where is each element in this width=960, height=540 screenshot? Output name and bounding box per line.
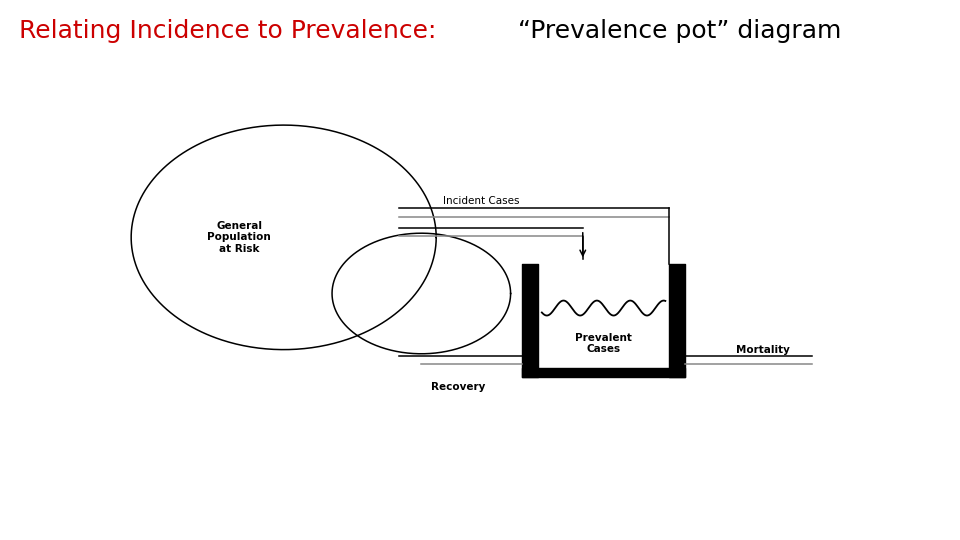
Text: Incident Cases: Incident Cases (443, 196, 519, 206)
Text: Relating Incidence to Prevalence:: Relating Incidence to Prevalence: (19, 19, 444, 43)
Text: Mortality: Mortality (735, 345, 789, 355)
Text: Prevalent
Cases: Prevalent Cases (575, 333, 632, 354)
Text: General
Population
at Risk: General Population at Risk (207, 221, 271, 254)
Text: Recovery: Recovery (431, 382, 486, 392)
Text: “Prevalence pot” diagram: “Prevalence pot” diagram (518, 19, 842, 43)
